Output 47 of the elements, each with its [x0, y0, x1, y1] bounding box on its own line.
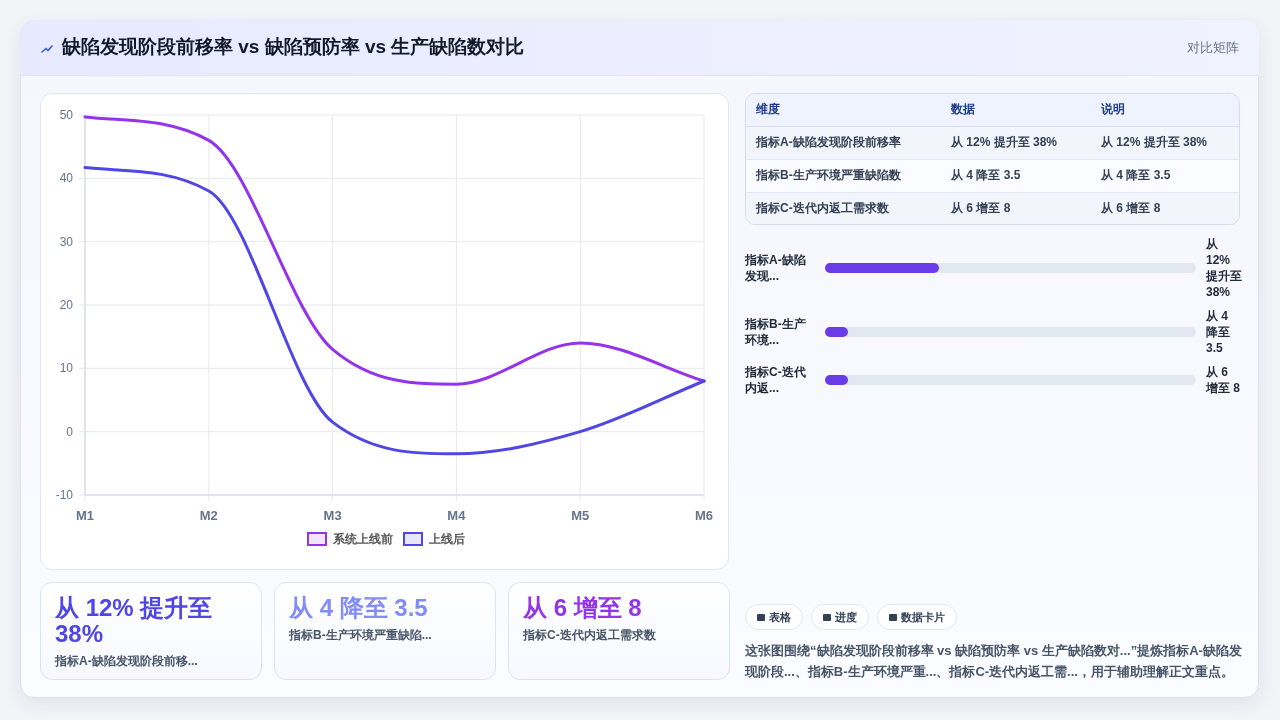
y-tick-label: 10	[59, 361, 74, 376]
y-tick-label: 30	[59, 234, 74, 249]
x-tick-label: M4	[447, 508, 467, 523]
text: 从 4 降至 3.5	[1206, 308, 1231, 356]
category-label: 指标C-迭代内返工需求数	[523, 627, 657, 643]
line-series	[83, 115, 706, 386]
category-label: 指标A-缺陷发现阶段前移...	[55, 653, 199, 669]
category-label: 说明	[1091, 94, 1241, 126]
line-series	[83, 166, 706, 456]
text: 从 4 降至 3.5	[941, 159, 1091, 192]
text: 从 12% 提升至 38%	[1206, 236, 1242, 300]
x-tick-label: M1	[75, 508, 95, 523]
category-label: 指标B-生产环境严重缺陷...	[289, 627, 433, 643]
legend-label: 上线后	[428, 531, 465, 547]
y-tick-label: 20	[59, 298, 74, 312]
category-label: 数据	[941, 94, 1091, 126]
text: 从 6 增至 8	[1206, 364, 1241, 396]
text: 从 6 增至 8	[523, 594, 642, 621]
text: 从 12% 提升至 38%	[55, 594, 213, 647]
x-tick-label: M5	[571, 508, 590, 523]
text: 从 4 降至 3.5	[289, 594, 428, 621]
category-label: 表格	[769, 609, 791, 625]
x-tick-label: M2	[199, 508, 218, 523]
text: 指标C-迭代内返工需求数	[755, 200, 890, 218]
text: 从 6 增至 8	[950, 200, 1012, 218]
y-tick-label: 指标B-生产环境...	[745, 316, 807, 348]
text: 指标A-缺陷发现阶段前移率	[746, 126, 941, 159]
category-label: 数据卡片	[901, 609, 945, 625]
text: 指标B-生产环境严重缺陷数	[746, 159, 941, 192]
text: 从 6 增至 8	[1100, 200, 1162, 218]
text: 这张图围绕“缺陷发现阶段前移率 vs 缺陷预防率 vs 生产缺陷数对...”提炼指标A-缺陷发现阶段...、指标B-生产环境严重...、指标C-迭代内返工需...，用于辅助理解正文重点。	[745, 642, 1243, 681]
y-tick-label: 0	[66, 424, 74, 439]
y-tick-label: 50	[59, 108, 74, 122]
y-tick-label: -10	[55, 488, 74, 502]
text: 从 4 降至 3.5	[1091, 159, 1241, 192]
x-tick-label: M6	[694, 508, 714, 523]
text: 从 12% 提升至 38%	[1091, 126, 1241, 159]
y-tick-label: 指标A-缺陷发现...	[745, 252, 807, 284]
text: 对比矩阵	[1187, 39, 1239, 57]
category-label: 进度	[835, 609, 857, 625]
y-tick-label: 40	[59, 171, 74, 186]
text: 缺陷发现阶段前移率 vs 缺陷预防率 vs 生产缺陷数对比	[62, 35, 525, 59]
text: 从 12% 提升至 38%	[941, 126, 1091, 159]
x-tick-label: M3	[323, 508, 342, 523]
legend-label: 系统上线前	[332, 531, 393, 547]
category-label: 维度	[746, 94, 941, 126]
y-tick-label: 指标C-迭代内返...	[745, 364, 807, 396]
